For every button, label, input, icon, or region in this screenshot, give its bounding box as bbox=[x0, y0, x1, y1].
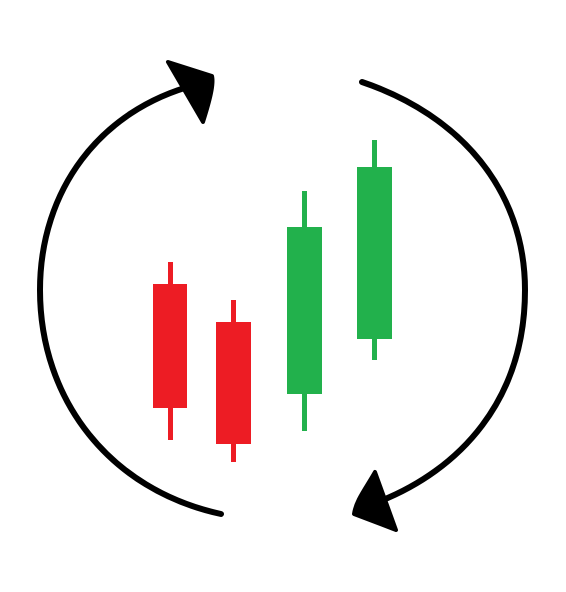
candlesticks bbox=[153, 140, 392, 462]
left-arrowhead-icon bbox=[166, 60, 215, 124]
left-arrow-arc bbox=[36, 82, 224, 517]
candle-body bbox=[153, 284, 187, 408]
candle bbox=[153, 262, 187, 440]
candle bbox=[287, 191, 322, 431]
candle bbox=[216, 300, 251, 462]
candle-body bbox=[216, 322, 251, 444]
right-arrowhead-icon bbox=[352, 470, 398, 532]
left-cycle-arrow-icon bbox=[36, 60, 224, 517]
right-arrow-arc bbox=[359, 79, 529, 505]
candle bbox=[357, 140, 392, 360]
candle-body bbox=[357, 167, 392, 339]
candle-body bbox=[287, 227, 322, 394]
right-cycle-arrow-icon bbox=[352, 79, 529, 532]
